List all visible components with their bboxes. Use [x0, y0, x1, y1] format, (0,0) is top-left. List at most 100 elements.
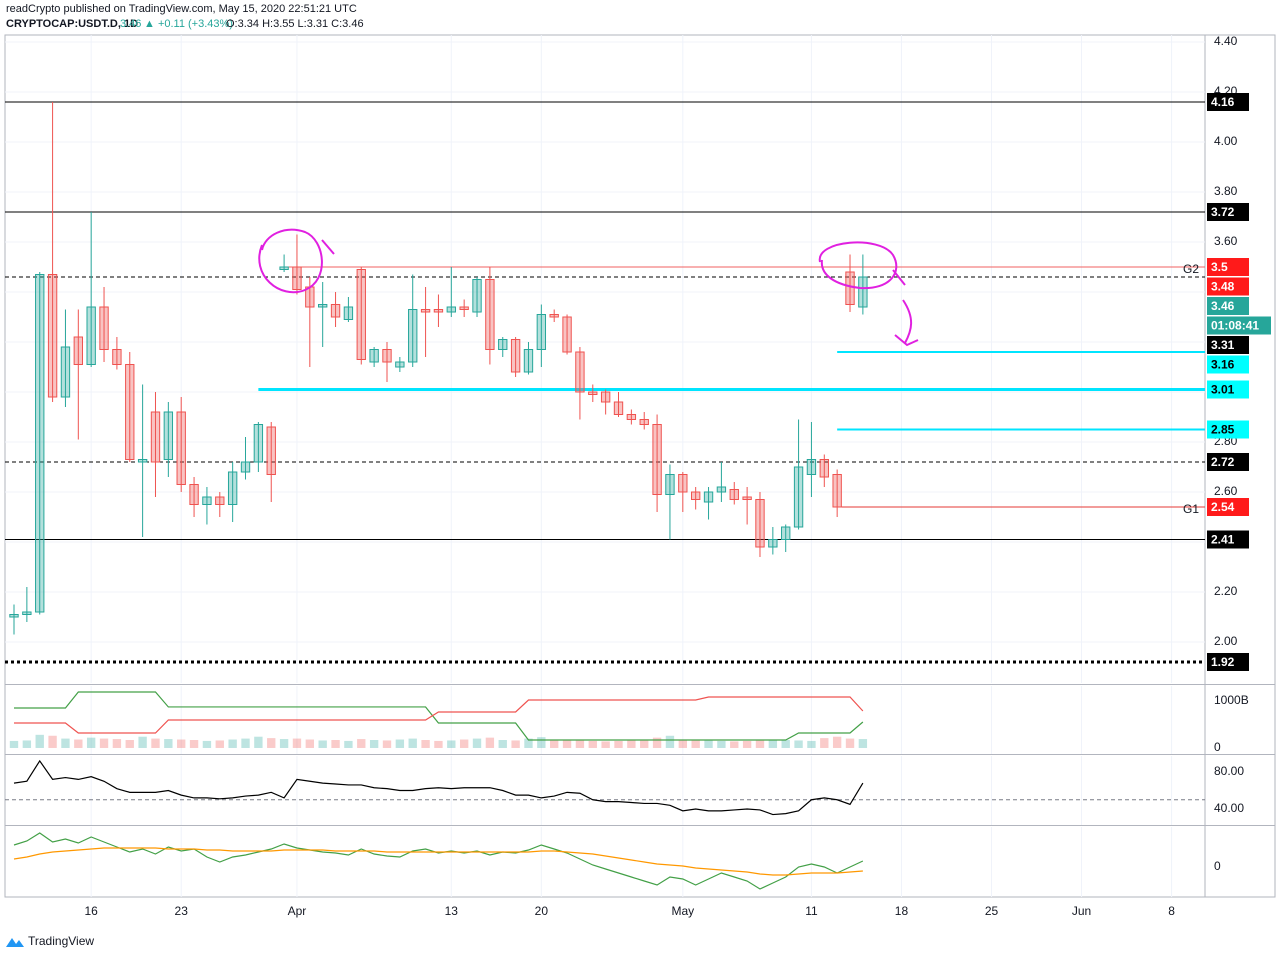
x-tick-label: 20	[535, 904, 549, 918]
x-tick-label: 18	[895, 904, 909, 918]
candle-body	[459, 306, 469, 310]
price-label: 01:08:41	[1211, 319, 1259, 333]
volume-bar	[241, 738, 250, 748]
x-tick-label: Apr	[288, 904, 307, 918]
volume-bar	[22, 740, 32, 748]
x-tick-label: 16	[84, 904, 98, 918]
price-label: 3.16	[1211, 358, 1235, 372]
candle-body	[562, 316, 572, 353]
footer: TradingView	[6, 934, 94, 948]
candle-body	[716, 486, 727, 493]
indicator-line	[13, 759, 864, 816]
y-tick-label: 3.60	[1214, 234, 1238, 248]
candle-body	[832, 474, 842, 508]
price-label: 3.48	[1211, 280, 1235, 294]
price-label-box	[1207, 203, 1249, 221]
indicator-line	[14, 696, 864, 734]
volume-bar	[35, 734, 44, 748]
volume-bar	[48, 735, 57, 748]
candle-body	[549, 314, 559, 318]
candle-body	[382, 349, 392, 363]
candle-body	[227, 471, 238, 505]
volume-bar	[215, 740, 224, 748]
price-label: 4.16	[1211, 95, 1235, 109]
volume-bar	[395, 739, 405, 748]
candle-body	[420, 309, 431, 313]
volume-bar	[318, 740, 327, 748]
volume-bar	[691, 739, 700, 748]
arrow-annotation	[892, 269, 919, 347]
candle-body	[433, 309, 444, 313]
volume-bar	[74, 739, 83, 748]
y-tick-label: 4.40	[1214, 34, 1238, 48]
volume-bar	[421, 739, 430, 748]
candle-body	[22, 611, 32, 615]
candle-body	[35, 274, 45, 613]
volume-bar	[601, 741, 610, 748]
candle-body	[240, 461, 251, 473]
candle-body	[446, 306, 456, 313]
volume-bar	[357, 739, 366, 748]
volume-bar	[781, 739, 790, 748]
price-label-box	[1207, 653, 1249, 671]
volume-bar	[408, 738, 417, 748]
volume-bar	[537, 737, 546, 748]
candle-body	[163, 411, 174, 460]
y-tick-label: 80.00	[1214, 764, 1244, 778]
x-tick-label: 23	[175, 904, 189, 918]
price-label: 2.41	[1211, 533, 1235, 547]
candle-body	[86, 306, 96, 365]
price-label: 1.92	[1211, 655, 1235, 669]
indicator-line	[13, 832, 864, 890]
volume-bar	[768, 740, 778, 748]
candle-body	[510, 339, 521, 373]
y-tick-label: 3.80	[1214, 184, 1238, 198]
candle-body	[652, 424, 662, 495]
level-name: G1	[1183, 502, 1199, 516]
candle-body	[253, 424, 264, 463]
candle-body	[395, 361, 405, 368]
volume-bar	[832, 736, 842, 748]
volume-bar	[640, 739, 649, 748]
candle-body	[60, 346, 71, 398]
volume-bar	[742, 740, 752, 748]
volume-bar	[164, 739, 173, 748]
candle-body	[858, 276, 868, 308]
candle-body	[47, 274, 58, 398]
candle-body	[472, 279, 482, 313]
x-tick-label: 13	[445, 904, 459, 918]
volume-bar	[99, 738, 109, 748]
volume-bar	[678, 739, 687, 748]
volume-bar	[151, 738, 160, 748]
volume-bar	[730, 741, 739, 748]
volume-bar	[485, 737, 495, 748]
candle-body	[665, 474, 675, 495]
y-tick-label: 4.00	[1214, 134, 1238, 148]
candle-body	[73, 336, 83, 365]
price-label-box	[1207, 93, 1249, 111]
candle-body	[781, 526, 791, 540]
candle-body	[536, 314, 547, 350]
y-tick-label: 2.00	[1214, 634, 1238, 648]
x-tick-label: May	[671, 904, 694, 918]
candle-body	[523, 349, 534, 373]
volume-bar	[112, 739, 122, 748]
candle-body	[9, 614, 19, 618]
plot: 16 23 Apr 13 20 May 11 18 25 Jun 84.404.204.003.80…	[4, 34, 1276, 918]
level-name: G2	[1183, 262, 1199, 276]
candle-body	[703, 491, 714, 503]
candle-body	[600, 391, 611, 403]
price-label: 2.72	[1211, 455, 1235, 469]
candle-body	[215, 496, 225, 505]
price-label-box	[1207, 380, 1249, 399]
candle-body	[845, 271, 855, 305]
volume-bar	[447, 740, 456, 748]
candle-body	[575, 351, 585, 393]
symbol: CRYPTOCAP:USDT.D, 1D	[6, 18, 138, 30]
volume-bar	[382, 740, 392, 748]
candle-body	[343, 306, 354, 320]
volume-bar	[794, 740, 803, 748]
indicator-line	[14, 691, 864, 741]
candle-body	[137, 459, 148, 463]
